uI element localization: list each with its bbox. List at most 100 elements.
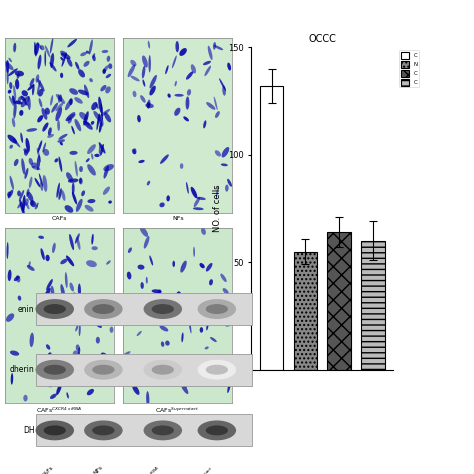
FancyBboxPatch shape [36, 354, 252, 386]
Ellipse shape [140, 295, 145, 304]
Ellipse shape [57, 120, 60, 131]
Ellipse shape [130, 75, 140, 82]
Ellipse shape [13, 102, 17, 119]
Ellipse shape [18, 296, 21, 301]
Ellipse shape [47, 134, 54, 138]
Ellipse shape [9, 58, 12, 62]
Ellipse shape [23, 148, 29, 154]
Ellipse shape [45, 45, 50, 58]
Ellipse shape [43, 358, 48, 370]
Ellipse shape [67, 57, 73, 67]
Ellipse shape [29, 333, 34, 347]
Ellipse shape [186, 72, 193, 80]
Ellipse shape [149, 86, 156, 95]
Ellipse shape [197, 197, 206, 200]
Ellipse shape [174, 94, 184, 97]
Ellipse shape [84, 299, 123, 319]
Ellipse shape [37, 147, 41, 163]
Ellipse shape [86, 158, 90, 162]
Ellipse shape [6, 60, 9, 73]
Ellipse shape [87, 164, 96, 175]
Ellipse shape [43, 149, 49, 156]
Ellipse shape [73, 292, 78, 301]
Ellipse shape [152, 365, 174, 374]
Ellipse shape [17, 73, 20, 79]
Ellipse shape [86, 301, 88, 314]
Ellipse shape [92, 304, 115, 314]
Ellipse shape [39, 98, 42, 108]
Ellipse shape [59, 94, 62, 102]
Ellipse shape [8, 135, 17, 144]
Ellipse shape [174, 108, 181, 116]
Ellipse shape [17, 202, 22, 209]
Ellipse shape [29, 158, 33, 165]
Ellipse shape [144, 236, 149, 248]
Ellipse shape [55, 107, 62, 121]
Ellipse shape [146, 277, 148, 284]
Ellipse shape [37, 80, 41, 95]
Ellipse shape [43, 288, 51, 301]
Ellipse shape [58, 188, 62, 200]
Ellipse shape [172, 55, 177, 68]
Ellipse shape [60, 259, 67, 264]
Ellipse shape [227, 179, 232, 187]
Ellipse shape [70, 283, 74, 292]
Ellipse shape [42, 108, 47, 120]
Ellipse shape [60, 284, 65, 299]
Ellipse shape [23, 395, 27, 401]
Ellipse shape [55, 158, 58, 163]
Ellipse shape [84, 205, 93, 212]
X-axis label: NFs: NFs [172, 216, 183, 221]
Ellipse shape [50, 53, 54, 68]
Ellipse shape [69, 234, 74, 250]
Ellipse shape [95, 359, 101, 374]
Ellipse shape [7, 67, 9, 84]
Ellipse shape [181, 383, 188, 394]
Ellipse shape [143, 80, 146, 87]
Ellipse shape [18, 97, 22, 101]
Ellipse shape [180, 261, 187, 273]
Ellipse shape [22, 195, 26, 212]
Ellipse shape [216, 186, 219, 197]
Ellipse shape [133, 91, 137, 97]
Ellipse shape [122, 351, 130, 357]
Ellipse shape [34, 42, 36, 56]
Ellipse shape [20, 133, 23, 143]
Ellipse shape [36, 420, 74, 440]
Ellipse shape [60, 142, 63, 146]
Ellipse shape [80, 52, 87, 56]
Ellipse shape [91, 102, 98, 110]
Ellipse shape [201, 228, 206, 235]
Ellipse shape [210, 337, 217, 342]
Ellipse shape [8, 190, 13, 199]
Ellipse shape [6, 313, 14, 322]
Ellipse shape [69, 88, 78, 95]
Ellipse shape [66, 392, 69, 399]
X-axis label: CAFs: CAFs [52, 216, 67, 221]
Ellipse shape [191, 187, 197, 198]
Ellipse shape [34, 43, 39, 55]
Ellipse shape [180, 163, 183, 169]
Ellipse shape [66, 255, 74, 266]
Ellipse shape [215, 150, 221, 156]
Ellipse shape [60, 73, 63, 78]
Ellipse shape [105, 86, 111, 93]
Ellipse shape [60, 57, 64, 61]
Ellipse shape [26, 189, 29, 197]
Ellipse shape [25, 168, 28, 179]
Ellipse shape [87, 144, 96, 154]
Ellipse shape [104, 112, 111, 122]
Ellipse shape [206, 263, 212, 272]
Ellipse shape [50, 37, 53, 54]
Ellipse shape [11, 373, 13, 385]
Ellipse shape [84, 420, 123, 440]
Ellipse shape [103, 186, 110, 195]
Ellipse shape [146, 391, 149, 407]
Ellipse shape [58, 134, 68, 140]
Ellipse shape [148, 55, 151, 73]
FancyBboxPatch shape [36, 293, 252, 325]
Ellipse shape [212, 302, 221, 308]
Ellipse shape [108, 201, 112, 204]
Ellipse shape [27, 265, 35, 271]
Ellipse shape [95, 301, 102, 307]
